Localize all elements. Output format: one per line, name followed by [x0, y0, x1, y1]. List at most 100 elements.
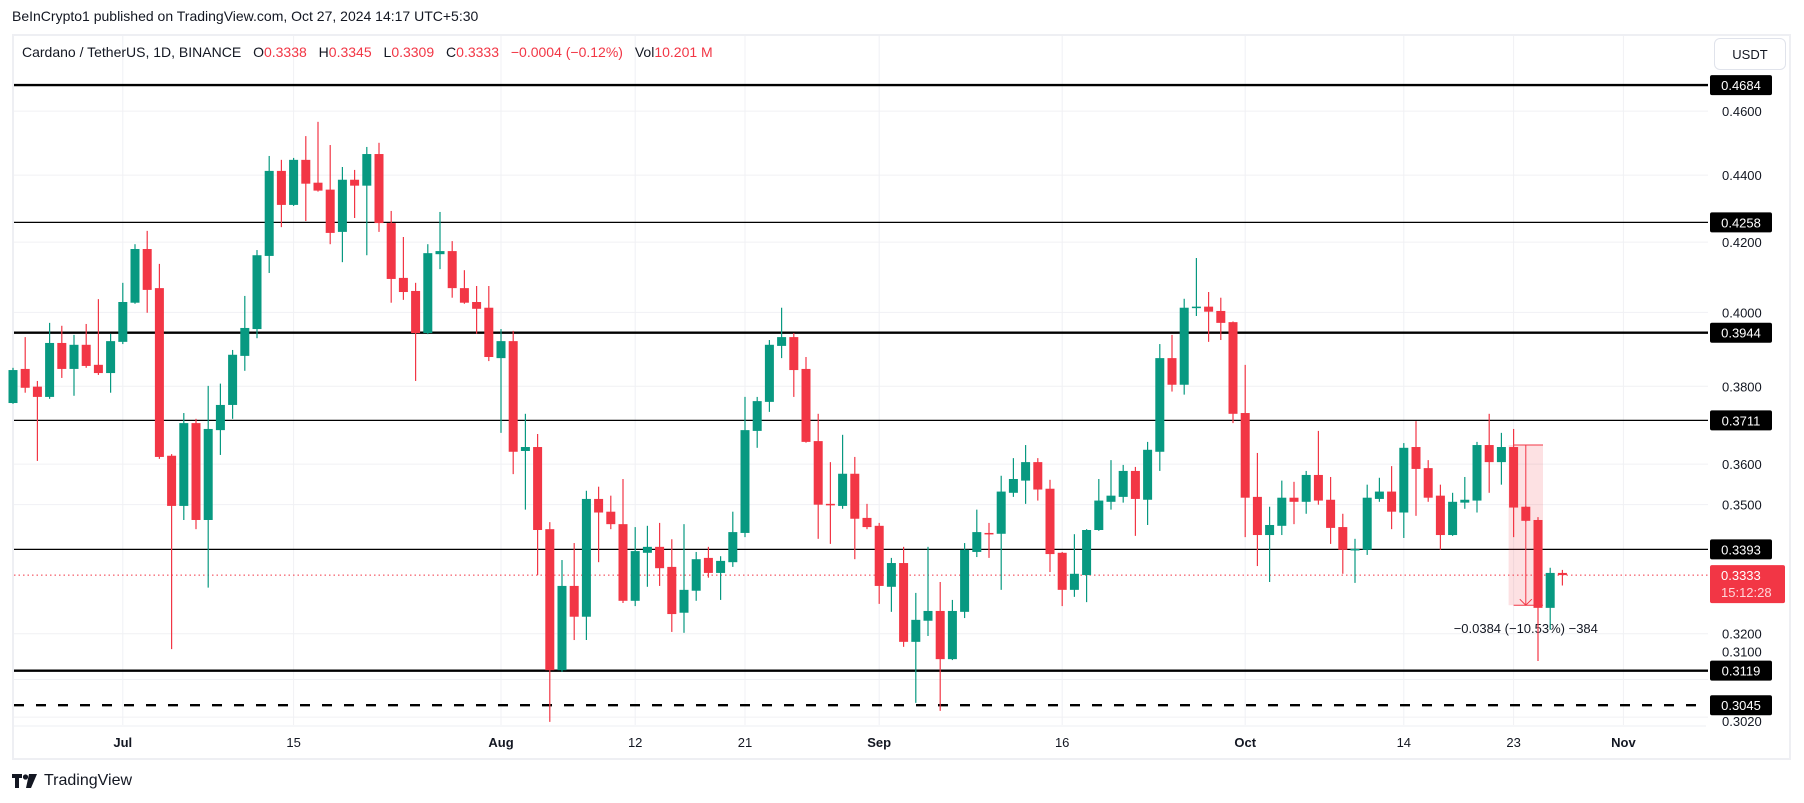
candle[interactable] — [630, 527, 640, 607]
candle[interactable] — [960, 543, 970, 619]
currency-button[interactable]: USDT — [1714, 38, 1786, 70]
candle[interactable] — [1460, 476, 1470, 509]
candle[interactable] — [423, 244, 433, 335]
candle[interactable] — [191, 418, 201, 530]
candle[interactable] — [1252, 452, 1262, 567]
candle[interactable] — [972, 509, 982, 558]
candle[interactable] — [667, 539, 677, 632]
candle[interactable] — [228, 349, 238, 419]
candle[interactable] — [337, 166, 347, 263]
candle[interactable] — [606, 495, 616, 530]
candle[interactable] — [1143, 441, 1153, 525]
candle[interactable] — [484, 286, 494, 362]
candle[interactable] — [911, 592, 921, 703]
candle[interactable] — [1191, 257, 1201, 317]
candle[interactable] — [1362, 484, 1372, 555]
candle[interactable] — [398, 237, 408, 300]
candle[interactable] — [374, 142, 384, 232]
candle[interactable] — [716, 556, 726, 600]
candle[interactable] — [691, 551, 701, 601]
candle[interactable] — [1374, 477, 1384, 502]
candle[interactable] — [1472, 441, 1482, 513]
candle[interactable] — [862, 503, 872, 530]
candle[interactable] — [655, 522, 665, 586]
candle[interactable] — [130, 244, 140, 304]
candle[interactable] — [996, 475, 1006, 590]
candle[interactable] — [45, 322, 55, 399]
candle[interactable] — [1033, 458, 1043, 501]
time-axis[interactable]: Jul 15 Aug 12 21 Sep 16 Oct 14 23 Nov — [14, 725, 1706, 750]
candle[interactable] — [764, 340, 774, 412]
candle[interactable] — [1277, 480, 1287, 536]
candle[interactable] — [886, 557, 896, 612]
candle[interactable] — [118, 282, 128, 345]
candle[interactable] — [32, 380, 42, 461]
candle[interactable] — [947, 599, 957, 661]
candle[interactable] — [581, 490, 591, 641]
candle[interactable] — [679, 524, 689, 633]
candle[interactable] — [1045, 479, 1055, 573]
candle[interactable] — [569, 543, 579, 641]
candle[interactable] — [1399, 443, 1409, 538]
candle[interactable] — [1496, 432, 1506, 485]
candle[interactable] — [1557, 569, 1567, 586]
candle[interactable] — [142, 230, 152, 313]
candle[interactable] — [703, 546, 713, 578]
symbol-title[interactable]: Cardano / TetherUS, 1D, BINANCE — [22, 44, 242, 60]
candle[interactable] — [1167, 334, 1177, 392]
candle[interactable] — [57, 325, 67, 378]
candle[interactable] — [1130, 466, 1140, 536]
candle[interactable] — [472, 286, 482, 334]
candle[interactable] — [1521, 505, 1531, 522]
candle[interactable] — [362, 146, 372, 256]
candle[interactable] — [642, 525, 652, 587]
candle[interactable] — [8, 367, 18, 404]
tradingview-logo[interactable]: TradingView — [12, 772, 132, 790]
candle[interactable] — [1106, 460, 1116, 510]
candle[interactable] — [264, 155, 274, 273]
candle[interactable] — [386, 210, 396, 303]
candle[interactable] — [69, 334, 79, 396]
candle[interactable] — [1313, 430, 1323, 505]
candle[interactable] — [1069, 534, 1079, 597]
candle[interactable] — [1338, 513, 1348, 574]
candle[interactable] — [240, 295, 250, 371]
candle[interactable] — [1448, 492, 1458, 536]
candle[interactable] — [276, 159, 286, 228]
candle[interactable] — [789, 333, 799, 397]
candle[interactable] — [496, 329, 506, 433]
candle[interactable] — [167, 454, 177, 650]
candle[interactable] — [594, 486, 604, 563]
candle[interactable] — [301, 136, 311, 222]
candle[interactable] — [1179, 298, 1189, 395]
candle[interactable] — [740, 396, 750, 538]
candle[interactable] — [923, 546, 933, 636]
candle[interactable] — [1082, 529, 1092, 603]
candle[interactable] — [313, 121, 323, 192]
candle[interactable] — [1484, 413, 1494, 493]
candle[interactable] — [447, 241, 457, 298]
candle[interactable] — [252, 250, 262, 339]
candle[interactable] — [545, 522, 555, 722]
candle[interactable] — [801, 357, 811, 443]
candle[interactable] — [1435, 484, 1445, 550]
candle[interactable] — [106, 333, 116, 393]
candle[interactable] — [1094, 478, 1104, 531]
candle[interactable] — [533, 434, 543, 576]
candle[interactable] — [93, 299, 103, 375]
candle[interactable] — [1411, 421, 1421, 516]
candle[interactable] — [1301, 470, 1311, 514]
candle[interactable] — [1057, 551, 1067, 607]
candle[interactable] — [752, 396, 762, 448]
price-axis[interactable]: 0.4600 0.4400 0.4200 0.4000 0.3800 0.3600 0.35… — [1722, 104, 1762, 729]
candle[interactable] — [1509, 428, 1519, 538]
candle[interactable] — [1118, 464, 1128, 503]
candle[interactable] — [1265, 506, 1275, 583]
candle[interactable] — [1021, 445, 1031, 504]
candle[interactable] — [325, 145, 335, 245]
candle[interactable] — [618, 478, 628, 604]
candle[interactable] — [1350, 538, 1360, 583]
candle[interactable] — [1545, 567, 1555, 630]
candle[interactable] — [935, 582, 945, 711]
